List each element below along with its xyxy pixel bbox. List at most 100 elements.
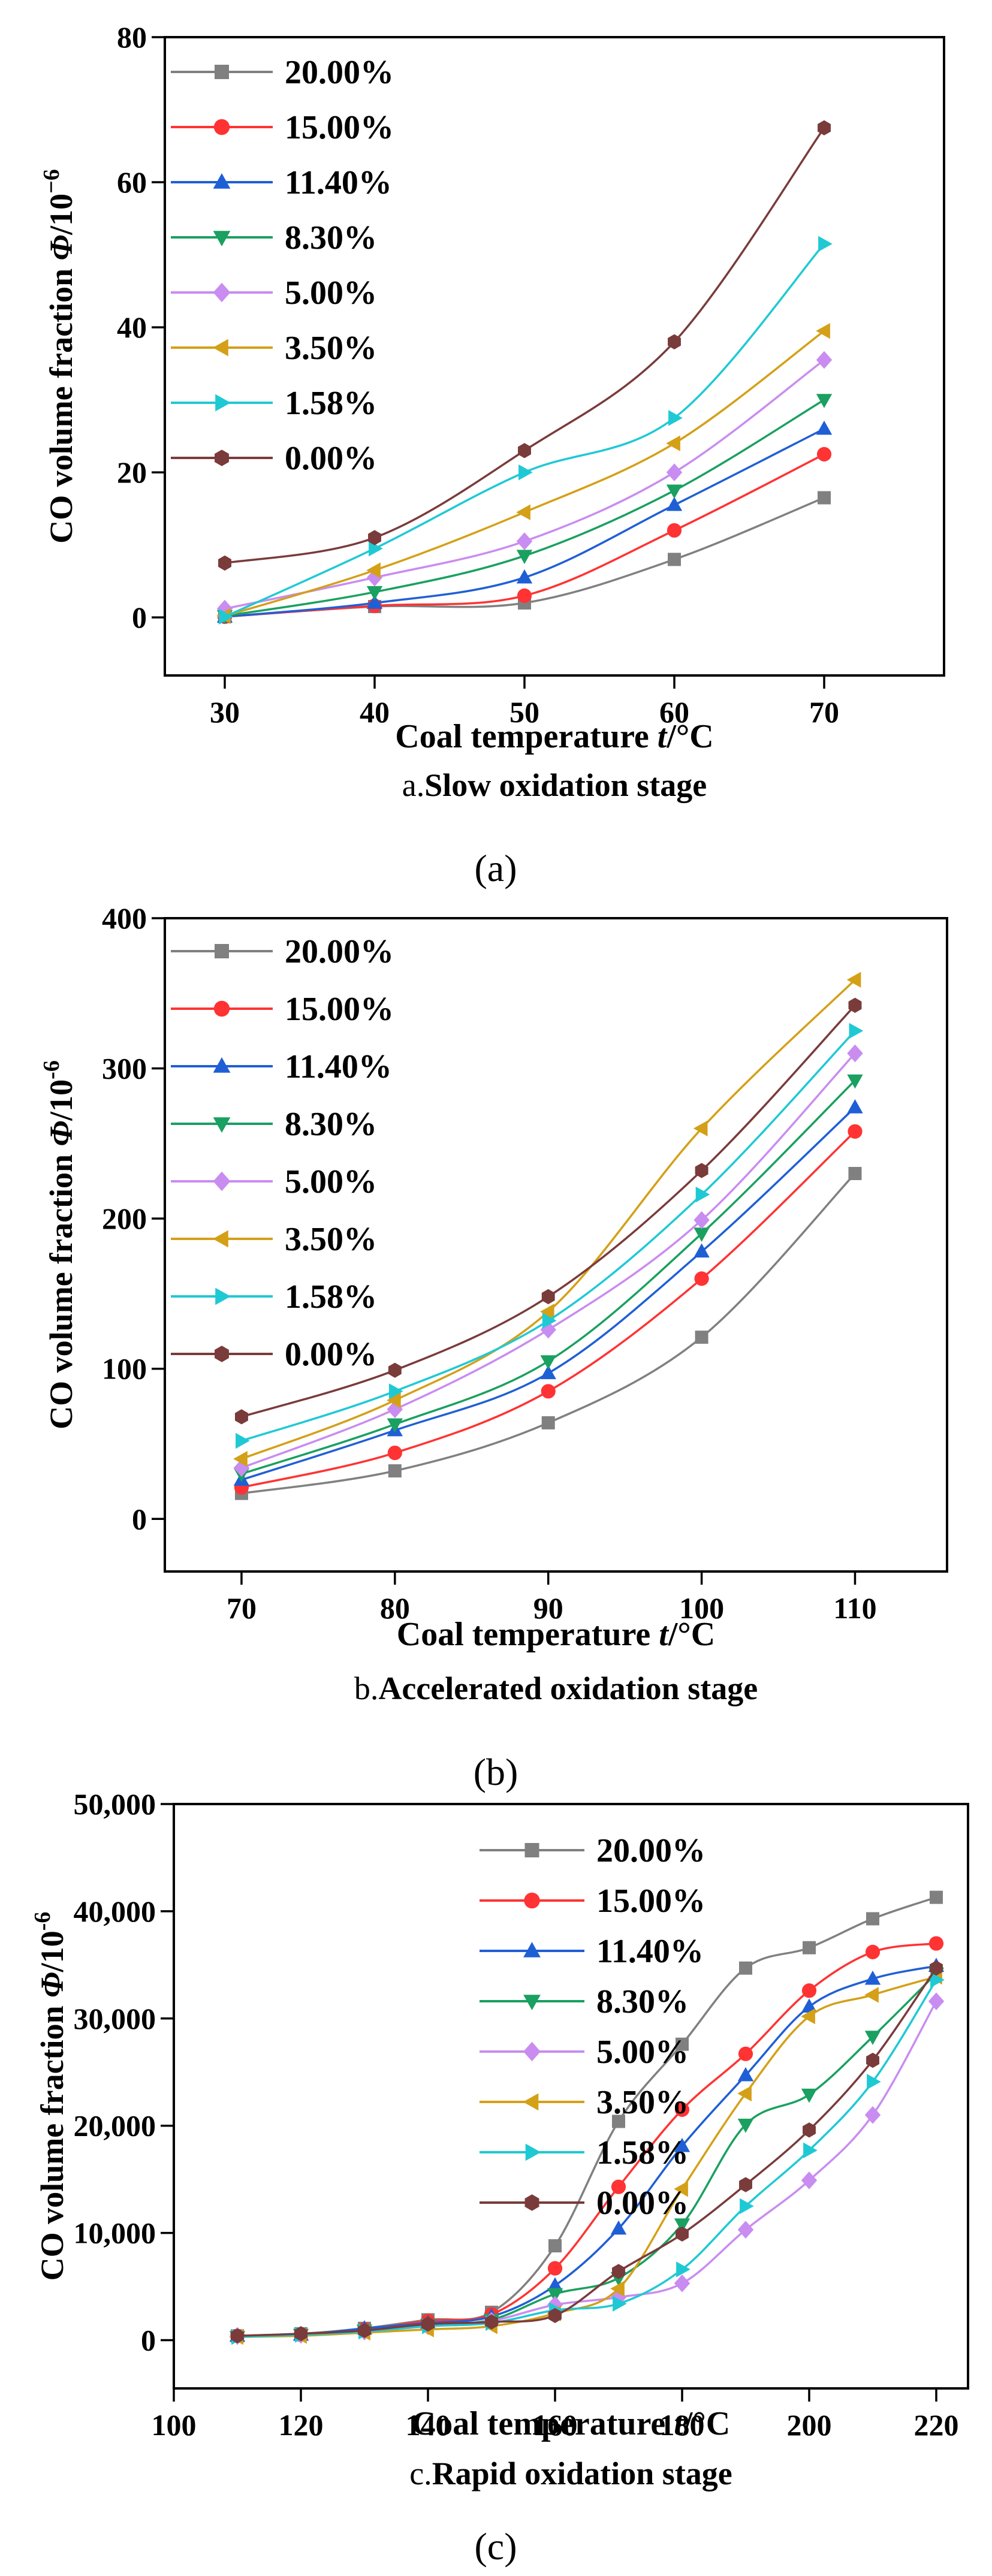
y-tick-label: 200 [102,1202,147,1235]
data-point [485,2314,498,2330]
y-axis-label-symbol: Φ [43,235,79,261]
data-point [388,1464,402,1478]
x-axis-label: Coal temperature t/°C [397,1616,715,1653]
data-point [848,997,862,1013]
data-point [612,2264,625,2279]
y-tick-label: 30,000 [74,2002,156,2035]
data-point [219,608,233,625]
chart-caption: c.Rapid oxidation stage [409,2456,732,2491]
series-line-0.00pct [237,1967,937,2337]
data-point [738,2046,753,2061]
data-point [694,1211,710,1229]
data-point [740,2198,754,2215]
series-line-0.00pct [224,127,825,565]
caption-title: Slow oxidation stage [424,767,707,803]
legend-marker [213,1230,228,1248]
y-axis-label-prefix: CO volume fraction [34,1998,70,2281]
data-point [928,1992,945,2011]
series-line-0.00pct [241,1005,856,1418]
data-point [816,351,833,369]
x-tick-label: 70 [227,1591,257,1625]
data-point [865,1944,881,1959]
plot-frame [164,917,948,1573]
data-point [848,1166,862,1180]
data-point [864,2106,881,2124]
data-point [231,2328,244,2343]
data-point [540,1355,556,1370]
data-point [366,595,383,609]
x-axis-label-prefix: Coal temperature [397,1616,659,1653]
data-point [518,443,531,459]
data-point [674,2137,691,2152]
data-point [540,1320,556,1339]
series-line-11.40pct [237,1965,937,2337]
legend-entry-label: 8.30% [596,1983,689,2020]
legend-marker [215,394,231,412]
legend-marker [213,1117,231,1133]
chart-panel-b: 70 80 90 100 110 0 100 200 300 400 20.00% 15.00% 11.… [39,901,948,1793]
data-point [547,2288,563,2303]
data-point [516,550,533,565]
legend-marker [524,1892,540,1909]
y-axis-label-prefix: CO volume fraction [43,260,79,543]
data-point [368,530,381,545]
data-point [541,1416,555,1429]
caption-prefix: c. [409,2456,432,2491]
data-point [866,2052,879,2068]
y-tick-label: 60 [117,165,147,199]
y-tick-label: 20 [117,456,147,489]
panel-label: (a) [474,847,517,889]
data-point [517,588,532,603]
legend-entry-label: 15.00% [285,991,394,1028]
series-line-20.00pct [237,1896,937,2337]
data-point [516,569,533,584]
data-point [539,1304,554,1320]
chart-panel-a: 30 40 50 60 70 0 20 40 60 80 20.00% 15.00% 11.40% 8.3… [39,20,945,889]
legend-entry-label: 5.00% [285,1163,377,1200]
chart-panel-c: 100 120 140 160 180 200 220 0 10,000 20,000 30,000… [30,1787,969,2568]
y-axis-label-exponent: -6 [39,1060,64,1079]
y-axis-label-prefix: CO volume fraction [43,1146,79,1429]
data-point [610,2220,627,2235]
data-point [666,435,680,451]
series-line-3.50pct [237,1975,937,2338]
x-tick-label: 100 [152,2408,197,2442]
legend-entry-label: 20.00% [596,1832,705,1869]
data-point [388,1362,402,1378]
data-point [848,1124,863,1139]
y-axis-label-symbol: Φ [43,1121,79,1147]
y-tick-label: 50,000 [74,1787,156,1821]
panel-label: (c) [474,2525,517,2568]
data-point [847,1044,863,1063]
data-point [676,2226,689,2242]
legend-entry-label: 1.58% [285,385,377,422]
data-point [695,1163,708,1178]
legend-entry-label: 1.58% [596,2134,689,2171]
series-line-1.58pct [241,1030,856,1442]
legend-entry-label: 20.00% [285,54,394,91]
y-tick-label: 10,000 [74,2216,156,2250]
data-point [668,410,683,426]
x-tick-label: 200 [787,2408,832,2442]
data-point [666,463,683,481]
plot-frame [164,36,945,677]
y-axis-label: CO volume fraction Φ/10-6 [30,1912,70,2281]
panel-label: (b) [474,1751,518,1793]
plot-frame [173,1803,969,2390]
y-tick-label: 0 [132,601,147,634]
data-point [666,484,683,499]
caption-title: Rapid oxidation stage [432,2456,732,2491]
x-tick-label: 140 [406,2408,451,2442]
data-point [847,1074,863,1089]
data-point [234,1409,248,1425]
legend-entry-label: 15.00% [596,1883,705,1920]
y-axis-label-unit: /10 [43,1079,79,1121]
legend-entry-label: 8.30% [285,1106,377,1143]
data-point [233,1450,248,1467]
x-axis-label: Coal temperature t/°C [395,718,713,755]
legend-marker [213,1171,231,1192]
data-point [516,504,530,520]
caption-title: Accelerated oxidation stage [378,1670,758,1706]
caption-prefix: a. [402,767,424,803]
data-point [816,394,833,408]
